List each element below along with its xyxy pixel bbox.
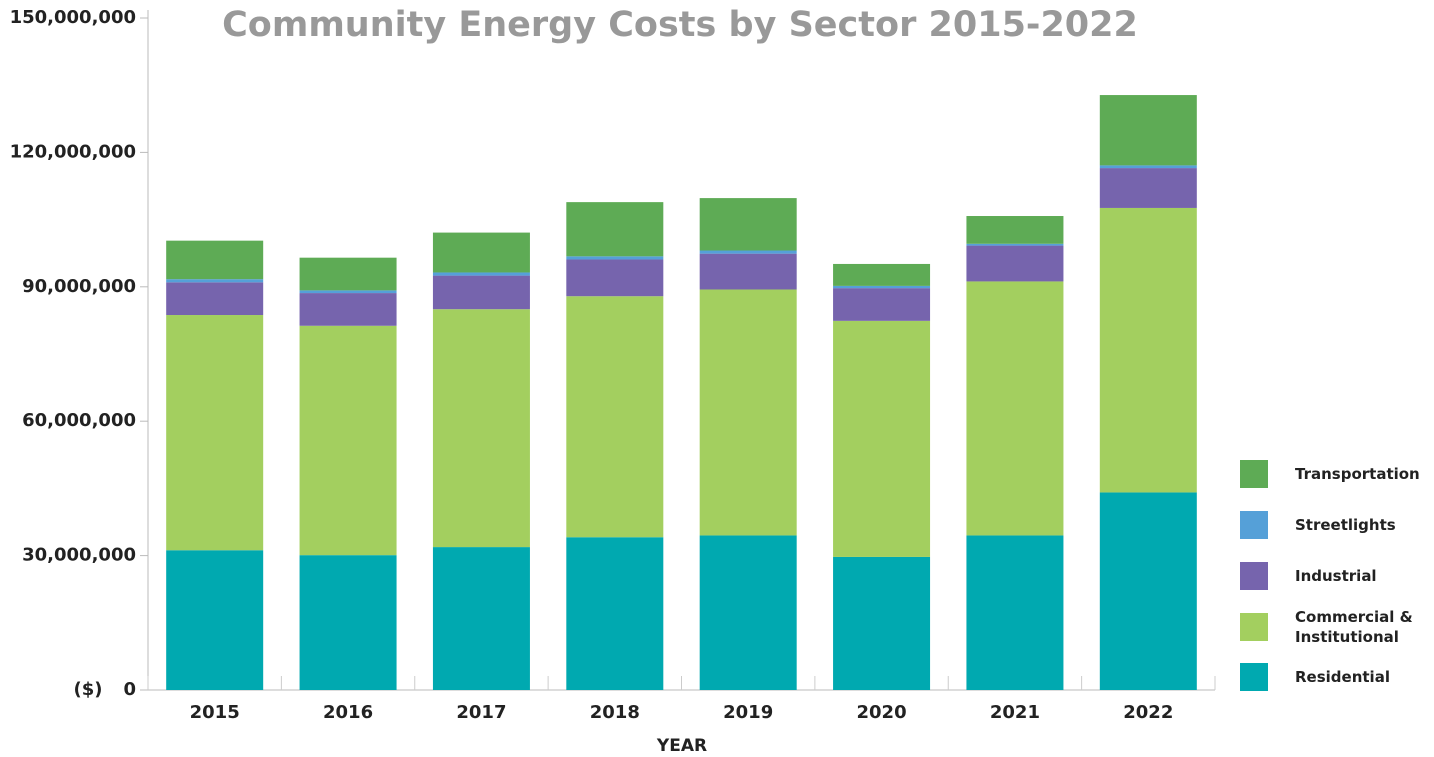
legend-label: Industrial	[1295, 567, 1377, 585]
bar-segment	[966, 243, 1064, 246]
bar-segment	[299, 257, 397, 291]
bar-segment	[833, 288, 931, 321]
x-tick-label: 2020	[857, 702, 907, 723]
legend-swatch	[1240, 511, 1268, 539]
bar-segment	[299, 293, 397, 326]
bar-segment	[1099, 168, 1197, 208]
bar-segment	[299, 325, 397, 556]
bar-segment	[1099, 95, 1197, 166]
legend-swatch	[1240, 460, 1268, 488]
bar-segment	[1099, 165, 1197, 169]
x-tick-label: 2022	[1123, 702, 1173, 723]
bar-segment	[833, 556, 931, 690]
bar-segment	[966, 216, 1064, 244]
bar-segment	[299, 555, 397, 690]
legend-swatch	[1240, 663, 1268, 691]
bar-segment	[699, 198, 797, 251]
y-tick-label: 90,000,000	[22, 276, 136, 297]
legend-label: Residential	[1295, 668, 1390, 686]
bar-segment	[166, 315, 264, 551]
x-axis-label: YEAR	[656, 736, 707, 756]
legend-item: Commercial & Institutional	[1240, 607, 1425, 647]
bar-segment	[1099, 207, 1197, 493]
bar-segment	[432, 272, 530, 276]
bar-segment	[833, 320, 931, 557]
bar-segment	[566, 202, 664, 257]
legend-item: Streetlights	[1240, 511, 1425, 539]
bar-segment	[166, 240, 264, 280]
y-tick-label: 120,000,000	[10, 141, 136, 162]
bar-segment	[966, 535, 1064, 690]
legend-label: Streetlights	[1295, 516, 1396, 534]
y-axis-label: ($)	[74, 679, 103, 700]
y-tick-label: 30,000,000	[22, 545, 136, 566]
legend-item: Residential	[1240, 663, 1425, 691]
bar-segment	[432, 547, 530, 690]
bar-segment	[966, 281, 1064, 536]
bar-segment	[699, 535, 797, 690]
bar-segment	[699, 253, 797, 290]
bar-segment	[166, 279, 264, 283]
bar-segment	[699, 250, 797, 254]
x-tick-label: 2017	[456, 702, 506, 723]
bar-segment	[166, 550, 264, 690]
legend-item: Transportation	[1240, 460, 1425, 488]
bar-segment	[432, 275, 530, 310]
y-tick-label: 60,000,000	[22, 410, 136, 431]
bar-segment	[1099, 492, 1197, 690]
chart-title: Community Energy Costs by Sector 2015-20…	[222, 5, 1138, 45]
legend-swatch	[1240, 562, 1268, 590]
legend-item: Industrial	[1240, 562, 1425, 590]
x-tick-label: 2015	[190, 702, 240, 723]
bar-segment	[166, 282, 264, 316]
legend-label: Commercial & Institutional	[1295, 608, 1413, 646]
bar-segment	[566, 537, 664, 690]
bar-segment	[566, 256, 664, 260]
bar-segment	[833, 263, 931, 286]
x-tick-label: 2021	[990, 702, 1040, 723]
x-tick-label: 2018	[590, 702, 640, 723]
bar-segment	[566, 259, 664, 297]
x-tick-label: 2016	[323, 702, 373, 723]
x-tick-label: 2019	[723, 702, 773, 723]
bar-segment	[833, 285, 931, 289]
legend-swatch	[1240, 613, 1268, 641]
bar-segment	[432, 232, 530, 273]
bar-segment	[566, 296, 664, 538]
bar-segment	[699, 289, 797, 536]
bar-segment	[966, 245, 1064, 282]
bar-segment	[299, 290, 397, 294]
bar-segment	[432, 309, 530, 548]
y-tick-label: 150,000,000	[10, 7, 136, 28]
y-tick-label: 0	[123, 679, 136, 700]
legend-label: Transportation	[1295, 465, 1420, 483]
